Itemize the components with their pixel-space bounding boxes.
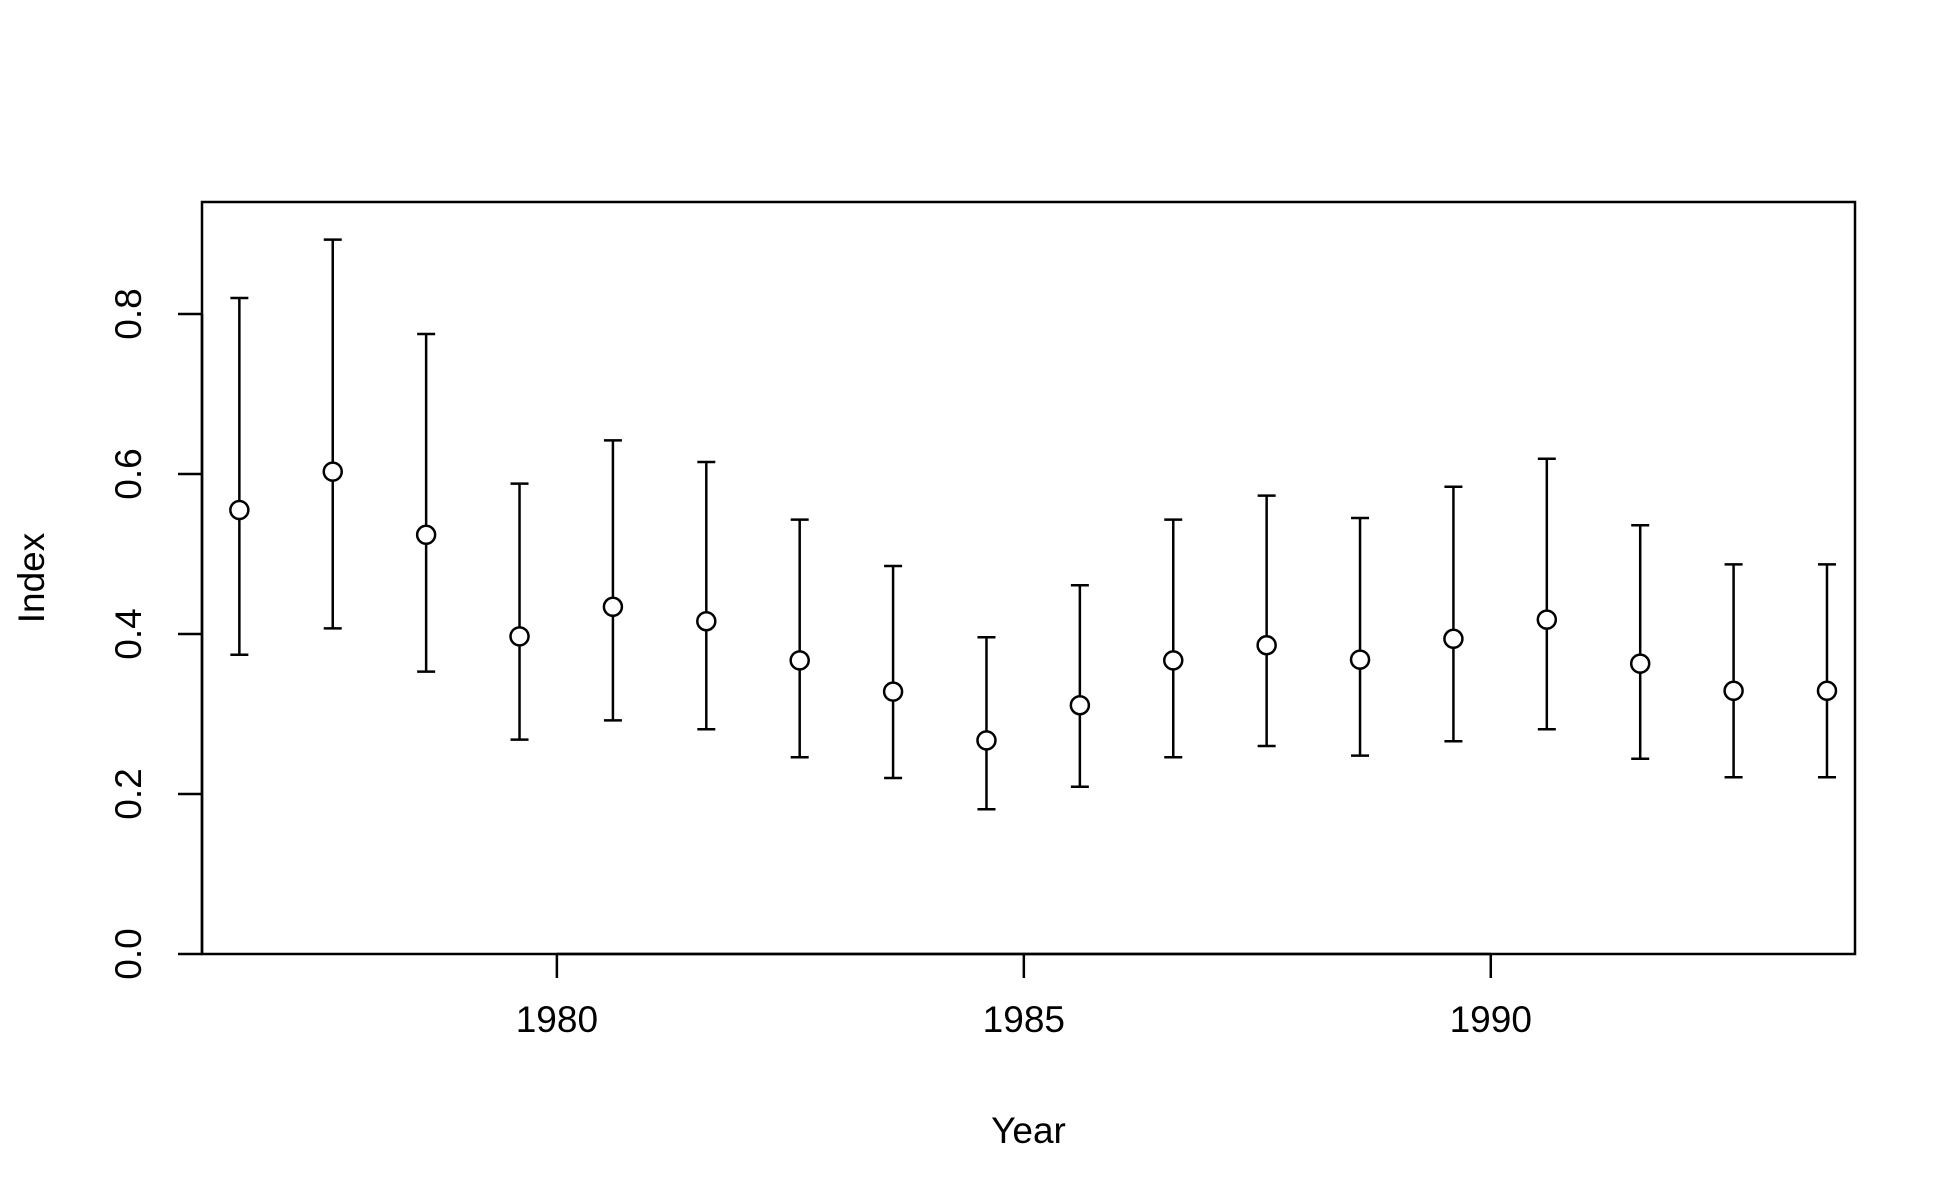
x-axis-label: Year (991, 1110, 1066, 1151)
data-point (696, 610, 717, 632)
data-point (1723, 680, 1744, 702)
data-point (1816, 680, 1838, 702)
data-point (1256, 634, 1277, 656)
data-point (415, 524, 437, 546)
y-tick-label: 0.0 (108, 928, 149, 979)
data-point (509, 626, 530, 647)
x-tick-label: 1980 (516, 999, 598, 1040)
y-tick-label: 0.8 (108, 288, 149, 339)
x-axis: 1980 1985 1990 (516, 952, 1532, 1040)
y-tick-label: 0.2 (108, 768, 149, 819)
data-series (229, 238, 1838, 811)
data-point (322, 461, 343, 482)
data-point (1163, 650, 1184, 671)
data-point (1349, 649, 1371, 670)
x-tick-label: 1985 (983, 999, 1065, 1040)
y-axis: 0.0 0.2 0.4 0.6 0.8 (108, 288, 204, 980)
data-point (789, 650, 810, 671)
data-point (1629, 653, 1651, 674)
data-point (1069, 694, 1091, 716)
data-point (976, 730, 997, 751)
y-axis-label: Index (11, 532, 52, 623)
data-point (1536, 609, 1558, 630)
y-tick-label: 0.4 (108, 608, 149, 659)
data-point (1443, 628, 1464, 650)
data-point (229, 499, 250, 521)
x-tick-label: 1990 (1450, 999, 1532, 1040)
data-point (602, 596, 624, 618)
data-point (882, 681, 904, 702)
y-tick-label: 0.6 (108, 448, 149, 499)
